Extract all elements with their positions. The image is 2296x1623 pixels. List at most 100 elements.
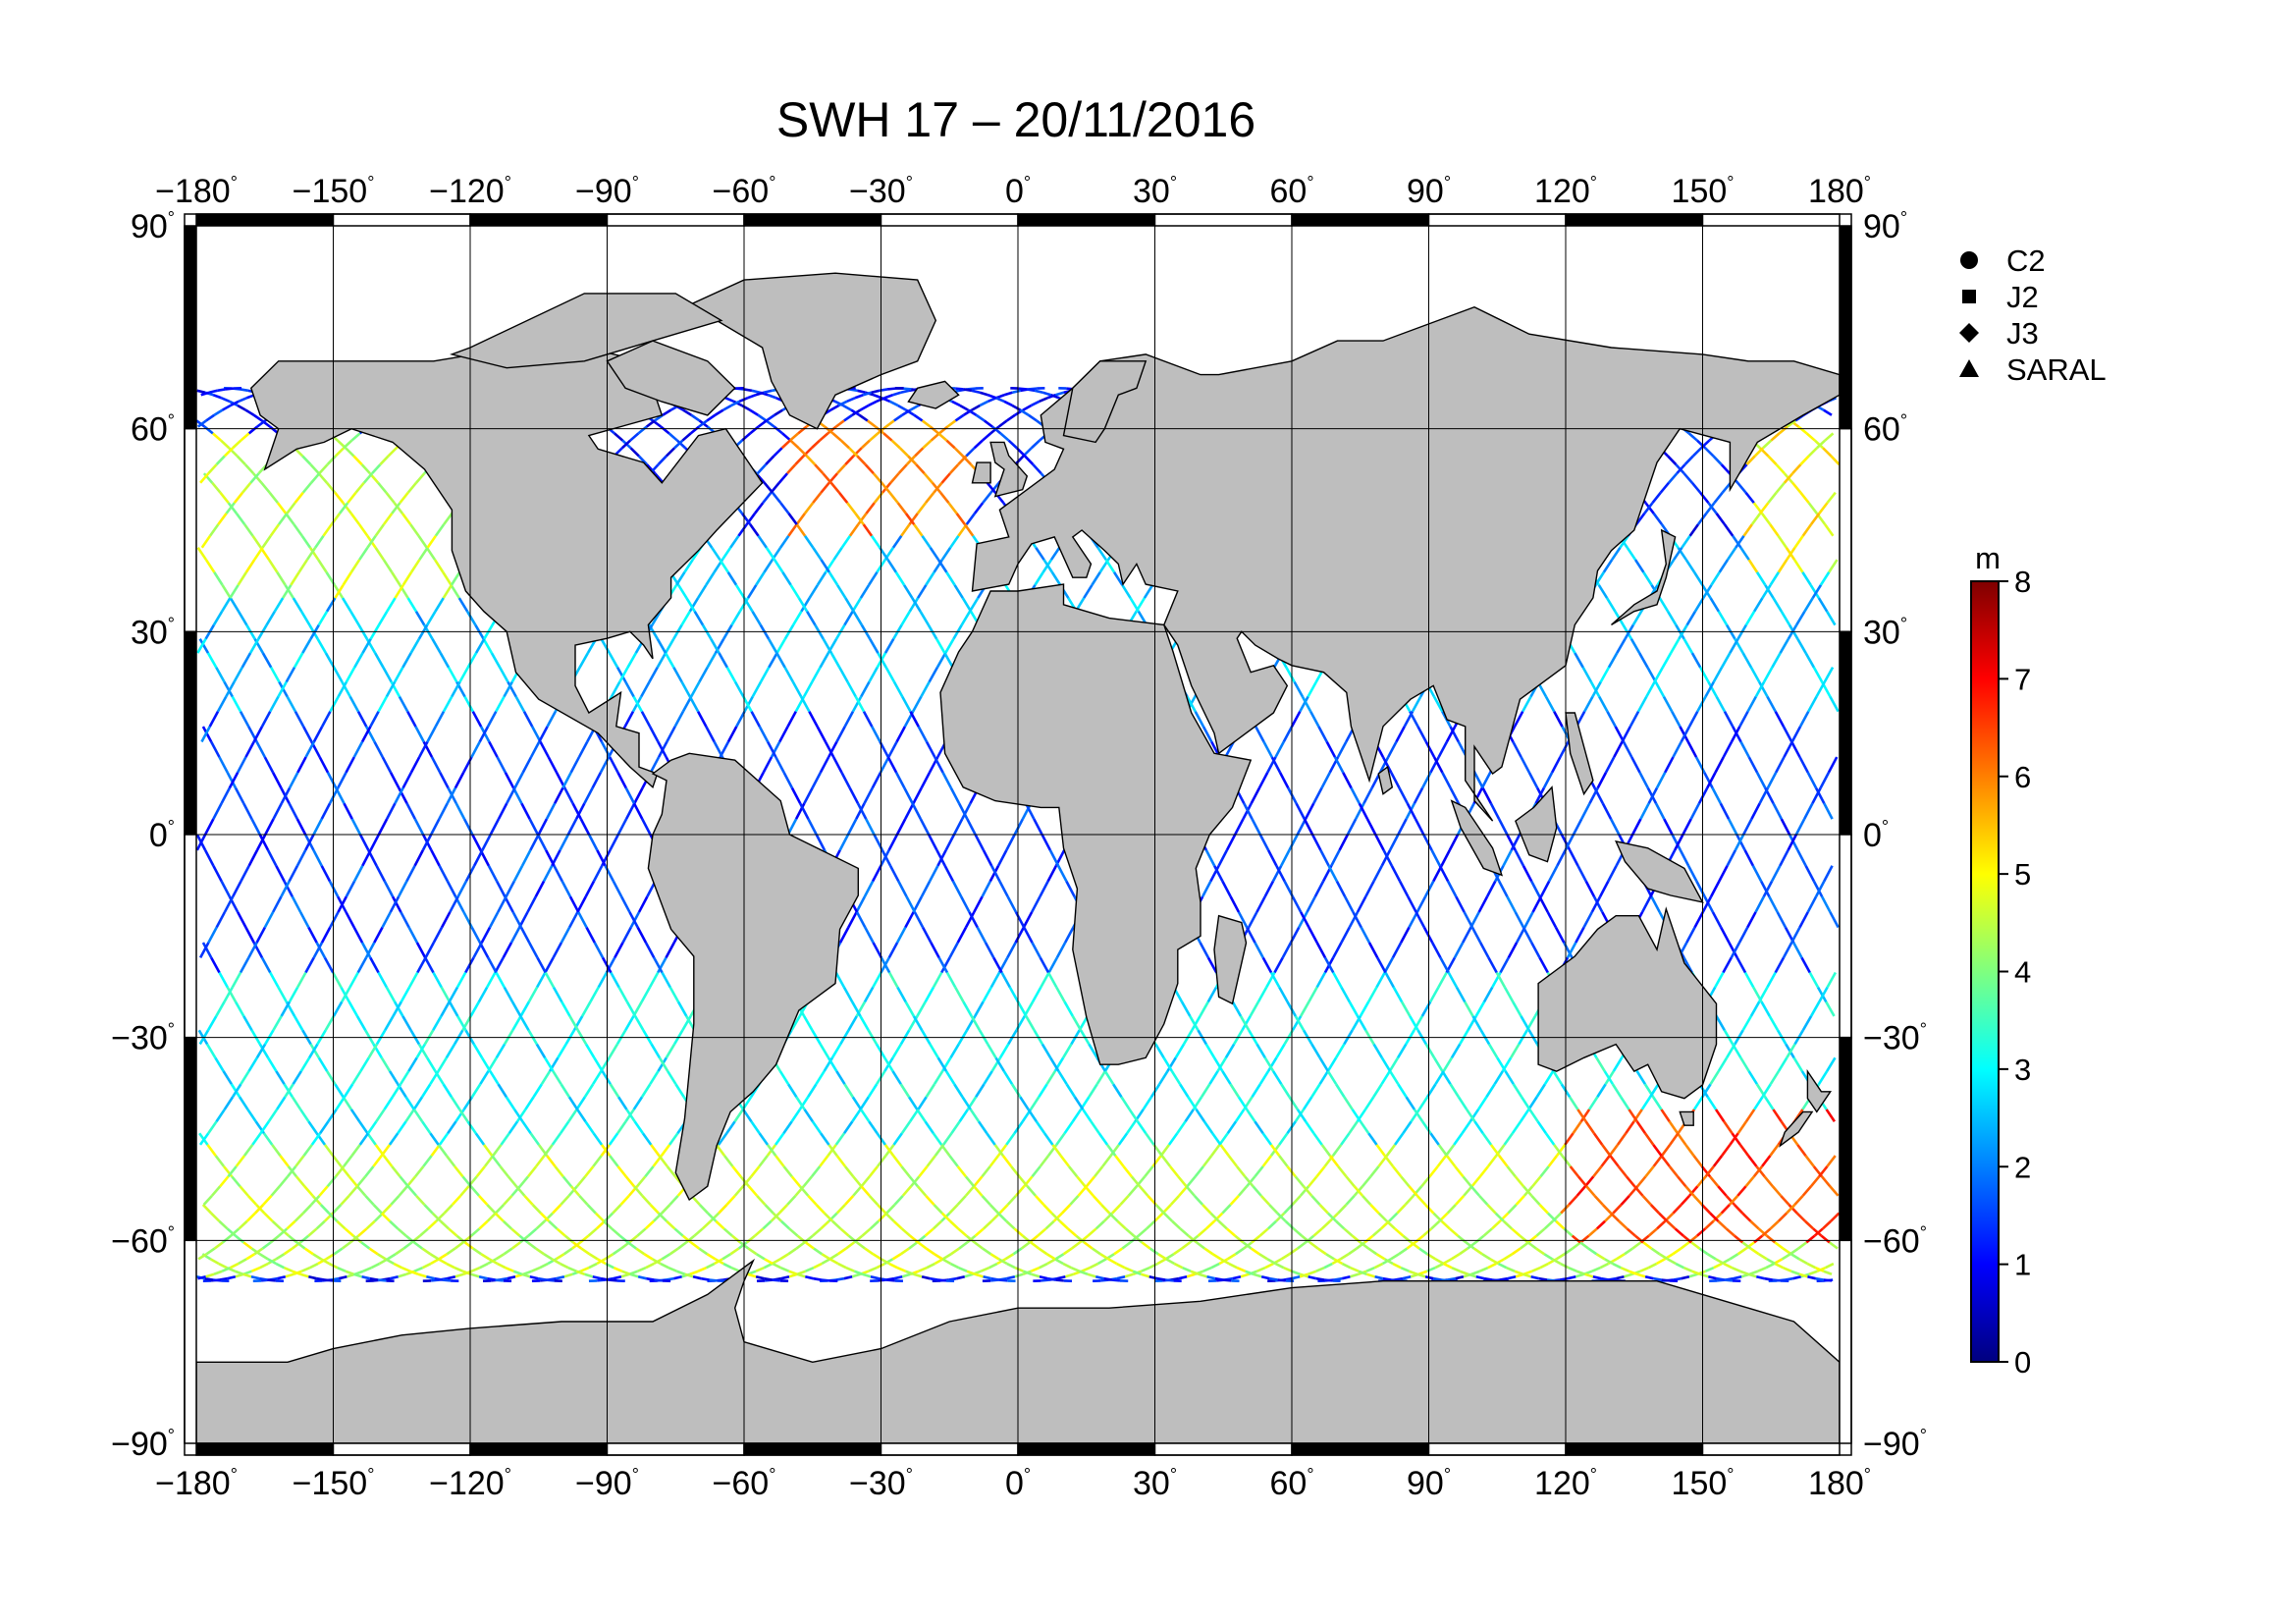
track-segment (334, 584, 345, 599)
track-segment (900, 1227, 911, 1237)
track-segment (795, 513, 806, 525)
track-segment (855, 895, 867, 913)
track-segment (1555, 1219, 1566, 1230)
track-segment (1055, 1278, 1064, 1282)
track-segment (445, 1043, 456, 1058)
track-segment (584, 1272, 594, 1278)
track-segment (1082, 1109, 1093, 1122)
track-segment (354, 481, 365, 494)
track-segment (682, 408, 692, 416)
track-segment (247, 942, 258, 958)
track-segment (1543, 1253, 1554, 1261)
track-segment (215, 911, 227, 929)
track-segment (883, 394, 893, 400)
track-segment (296, 971, 307, 989)
track-segment (284, 1083, 294, 1098)
track-segment (1661, 1278, 1670, 1282)
track-segment (1633, 559, 1645, 573)
track-segment (1083, 1241, 1094, 1250)
track-segment (778, 726, 789, 743)
track-segment (770, 1212, 780, 1222)
track-segment (913, 911, 925, 929)
track-segment (1323, 956, 1335, 974)
track-segment (1235, 1247, 1245, 1256)
track-segment (221, 404, 232, 411)
track-segment (831, 1219, 842, 1230)
track-segment (1449, 1083, 1460, 1098)
track-segment (1333, 756, 1345, 774)
track-segment (1503, 1132, 1514, 1146)
track-segment (1749, 1270, 1759, 1275)
track-segment (394, 786, 404, 804)
track-segment (1398, 1247, 1409, 1256)
track-segment (409, 559, 421, 573)
track-segment (553, 865, 563, 883)
track-segment (845, 1241, 855, 1250)
track-segment (255, 834, 267, 851)
track-segment (1607, 652, 1619, 669)
track-segment (222, 1070, 233, 1085)
track-segment (1767, 491, 1778, 504)
track-segment (1455, 1194, 1466, 1206)
track-segment (1823, 408, 1833, 416)
track-segment (471, 711, 483, 728)
track-segment (603, 1219, 614, 1230)
track-segment (518, 1234, 529, 1244)
track-segment (1776, 911, 1788, 929)
track-segment (956, 926, 968, 944)
track-segment (624, 1175, 636, 1188)
track-segment (1341, 1262, 1352, 1270)
track-segment (1511, 1247, 1522, 1256)
track-segment (739, 1175, 750, 1188)
track-segment (775, 652, 786, 669)
track-segment (624, 680, 635, 698)
track-segment (1046, 865, 1058, 883)
track-segment (1595, 1219, 1606, 1230)
track-segment (1237, 1096, 1249, 1110)
track-segment (1514, 1175, 1525, 1188)
track-segment (269, 523, 281, 537)
track-segment (1031, 942, 1041, 958)
track-segment (1388, 1056, 1400, 1072)
track-segment (312, 1253, 322, 1261)
track-segment (1572, 1120, 1582, 1134)
track-segment (990, 1056, 1002, 1072)
track-segment (901, 695, 912, 713)
track-segment (1747, 1070, 1758, 1085)
track-segment (637, 895, 649, 913)
track-segment (1643, 502, 1654, 514)
track-segment (479, 1262, 489, 1270)
track-segment (1699, 1272, 1709, 1278)
track-segment (896, 986, 907, 1002)
track-segment (551, 1258, 561, 1266)
track-segment (211, 481, 222, 494)
track-segment (580, 1247, 591, 1256)
track-segment (1023, 926, 1034, 944)
track-segment (1704, 680, 1715, 698)
track-segment (1262, 740, 1273, 758)
track-segment (344, 1227, 354, 1237)
track-segment (593, 942, 605, 958)
track-segment (819, 432, 829, 442)
track-segment (223, 447, 235, 458)
track-segment (968, 597, 980, 613)
track-segment (1795, 1212, 1806, 1222)
track-segment (496, 756, 507, 774)
track-segment (777, 472, 789, 484)
track-segment (649, 1204, 660, 1215)
track-segment (1100, 1204, 1111, 1215)
track-segment (1005, 413, 1016, 422)
track-segment (412, 1096, 424, 1110)
track-segment (1814, 880, 1826, 897)
track-segment (904, 911, 915, 929)
track-segment (285, 667, 296, 683)
track-segment (1229, 895, 1241, 913)
track-segment (1165, 1258, 1176, 1266)
track-segment (211, 432, 222, 442)
track-segment (280, 880, 291, 897)
track-segment (1743, 849, 1755, 867)
track-segment (824, 740, 835, 758)
track-segment (864, 1247, 875, 1256)
track-segment (1824, 523, 1835, 537)
track-segment (415, 942, 427, 958)
